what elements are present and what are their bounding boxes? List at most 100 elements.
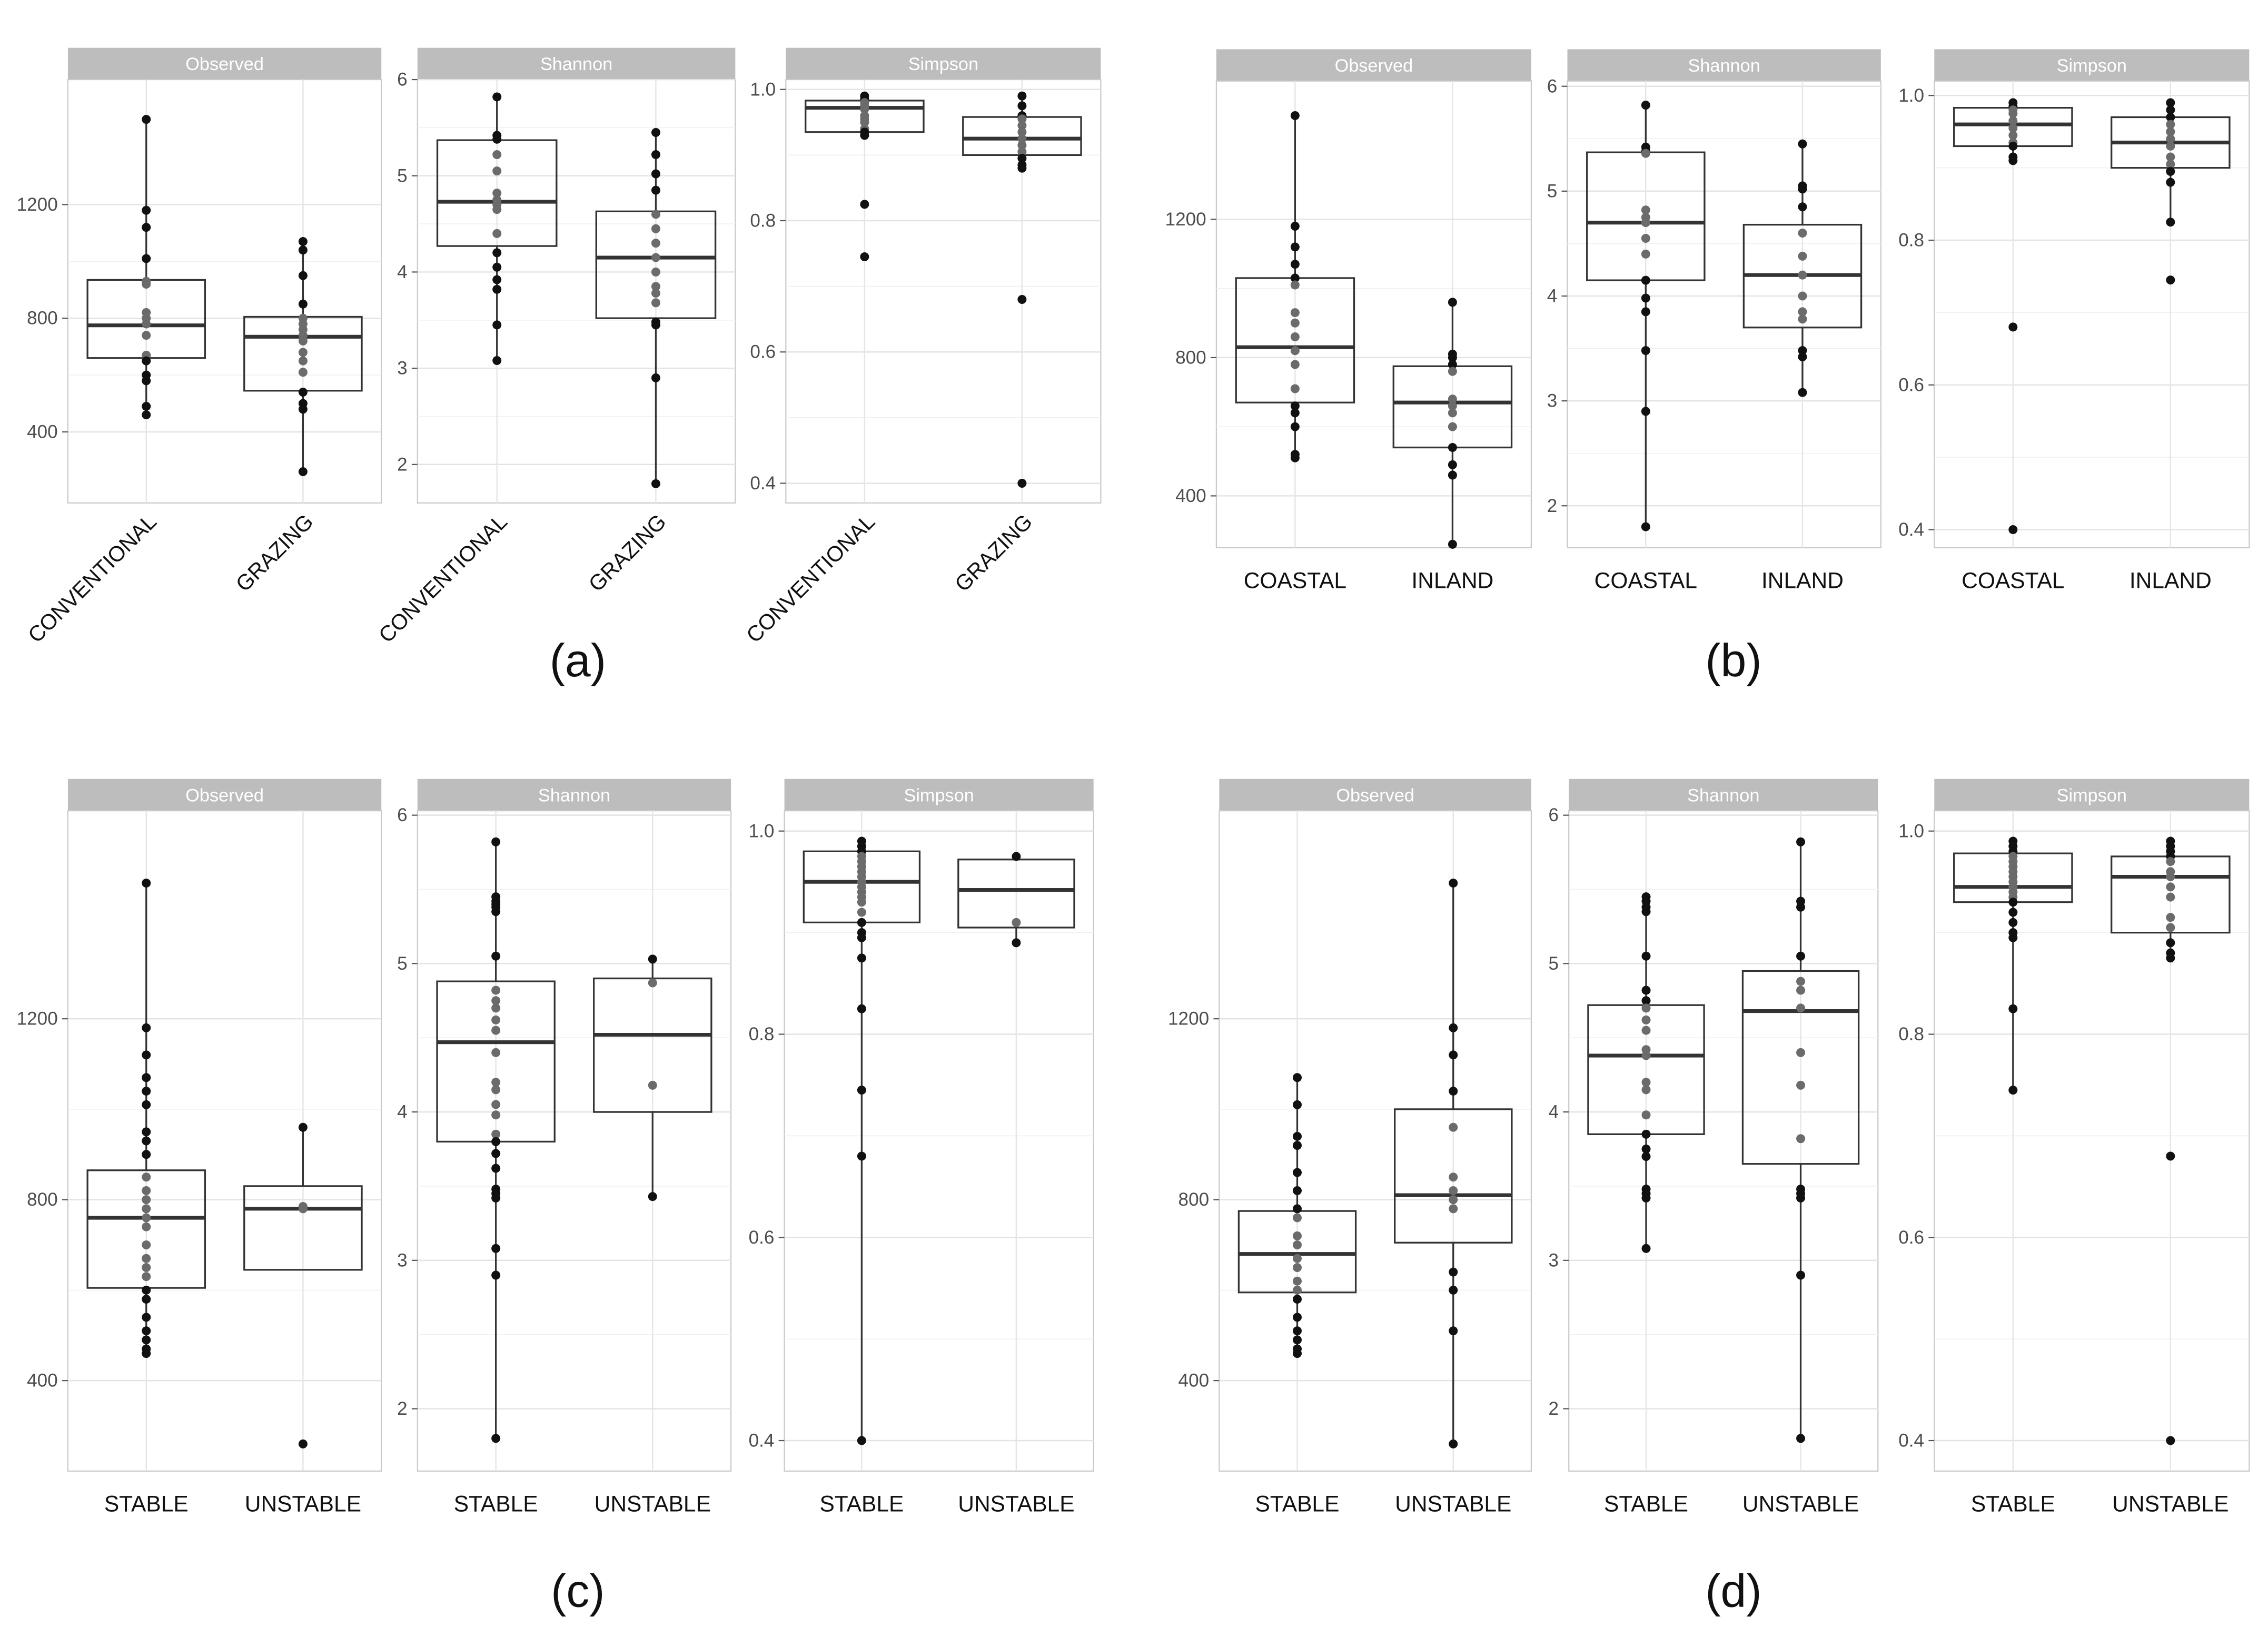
- data-point: [2166, 127, 2175, 136]
- data-point: [2008, 1004, 2018, 1013]
- plot-panel: [1568, 810, 1879, 1472]
- x-category-label: CONVENTIONAL: [374, 509, 512, 647]
- data-point: [651, 479, 660, 488]
- data-point: [1641, 407, 1650, 416]
- plot-panel: [1219, 810, 1532, 1472]
- data-point: [1292, 1168, 1302, 1177]
- data-point: [2166, 112, 2175, 122]
- facet-shannon: Shannon 2 3 4 5 6 COASTAL INLAND: [1547, 49, 1881, 594]
- data-point: [1290, 384, 1300, 393]
- data-point: [1641, 1152, 1651, 1161]
- data-point: [1796, 1134, 1806, 1144]
- data-point: [1798, 307, 1807, 317]
- data-point: [1641, 293, 1650, 303]
- facet-strip-label: Simpson: [2057, 56, 2127, 76]
- data-point: [1796, 977, 1806, 986]
- box-inland: [1392, 298, 1513, 549]
- y-tick-label: 0.6: [1898, 1227, 1924, 1248]
- facet-strip-label: Observed: [185, 785, 264, 805]
- y-tick-label: 1200: [17, 194, 58, 215]
- iqr-box: [1741, 970, 1860, 1165]
- data-point: [1448, 422, 1457, 431]
- data-point: [1017, 91, 1027, 101]
- data-point: [651, 373, 660, 382]
- data-point: [142, 1186, 151, 1195]
- facet-strip: [784, 778, 1094, 811]
- data-point: [142, 1127, 151, 1137]
- data-point: [1449, 1186, 1458, 1195]
- facet-observed: Observed 400 800 1200 CONVENTIONAL GRAZING: [17, 47, 382, 647]
- data-point: [492, 248, 502, 258]
- data-point: [142, 879, 151, 888]
- data-point: [491, 1164, 501, 1173]
- data-point: [2166, 953, 2175, 963]
- y-tick-label: 0.8: [750, 211, 776, 231]
- data-point: [1798, 388, 1807, 397]
- data-point: [298, 245, 308, 255]
- data-point: [1796, 1048, 1806, 1057]
- data-point: [1796, 1434, 1806, 1443]
- data-point: [142, 1326, 151, 1336]
- data-point: [651, 289, 660, 298]
- data-point: [1798, 270, 1807, 280]
- data-point: [1449, 1023, 1458, 1032]
- data-point: [142, 1100, 151, 1109]
- data-point: [1292, 1276, 1302, 1286]
- data-point: [860, 200, 869, 209]
- y-tick-label: 3: [1549, 1250, 1559, 1270]
- data-point: [142, 1263, 151, 1272]
- y-tick-label: 4: [1547, 286, 1558, 307]
- data-point: [2166, 275, 2175, 285]
- facet-strip-label: Simpson: [908, 54, 978, 74]
- data-point: [648, 1080, 657, 1090]
- data-point: [298, 336, 308, 346]
- data-point: [142, 1222, 151, 1231]
- data-point: [2166, 1436, 2175, 1445]
- data-point: [1641, 951, 1651, 961]
- data-point: [298, 237, 308, 247]
- data-point: [1292, 1313, 1302, 1322]
- data-point: [1292, 1231, 1302, 1240]
- data-point: [1292, 1073, 1302, 1082]
- data-point: [2008, 908, 2018, 917]
- x-category-label: STABLE: [1255, 1492, 1340, 1517]
- facet-simpson: Simpson 0.4 0.6 0.8 1.0 STABLE UNSTABLE: [749, 778, 1094, 1517]
- data-point: [1641, 1129, 1651, 1139]
- facet-strip: [1216, 49, 1531, 81]
- data-point: [651, 169, 660, 179]
- x-category-label: GRAZING: [584, 509, 671, 596]
- facet-strip-label: Shannon: [540, 54, 612, 74]
- data-point: [860, 117, 869, 127]
- data-point: [857, 953, 866, 963]
- data-point: [1292, 1295, 1302, 1304]
- y-tick-label: 800: [27, 1189, 58, 1210]
- data-point: [142, 1195, 151, 1205]
- facet-simpson: Simpson 0.4 0.6 0.8 1.0 STABLE UNSTABLE: [1898, 778, 2250, 1517]
- data-point: [1798, 291, 1807, 301]
- data-point: [1641, 1244, 1651, 1253]
- data-point: [1017, 101, 1027, 111]
- y-tick-label: 0.4: [750, 473, 776, 494]
- data-point: [1017, 114, 1027, 124]
- data-point: [491, 1003, 501, 1013]
- data-point: [142, 1050, 151, 1060]
- data-point: [491, 951, 501, 961]
- y-tick-label: 2: [1547, 496, 1558, 516]
- box-conventional: [805, 91, 925, 262]
- facet-strip-label: Observed: [1336, 785, 1414, 805]
- data-point: [1292, 1100, 1302, 1109]
- data-point: [1641, 149, 1650, 158]
- facet-strip-label: Simpson: [2057, 785, 2127, 805]
- box-stable: [86, 879, 206, 1358]
- data-point: [1796, 985, 1806, 995]
- data-point: [1641, 218, 1650, 228]
- data-point: [1290, 408, 1300, 418]
- plot-panel: [67, 810, 382, 1472]
- y-tick-label: 4: [1549, 1102, 1559, 1122]
- x-category-label: GRAZING: [231, 509, 318, 596]
- data-point: [2166, 923, 2175, 932]
- data-point: [491, 1026, 501, 1035]
- data-point: [298, 299, 308, 309]
- data-point: [651, 320, 660, 330]
- y-tick-label: 5: [397, 953, 408, 974]
